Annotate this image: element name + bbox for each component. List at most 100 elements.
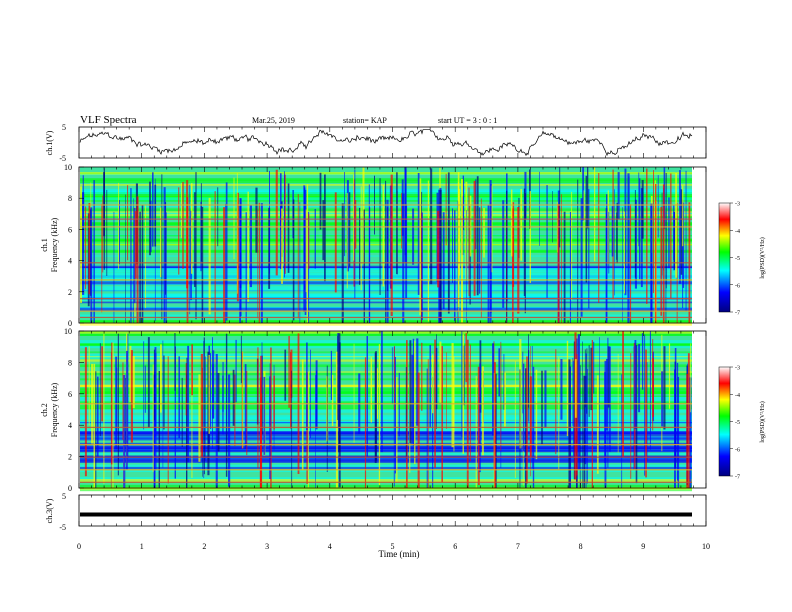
spec2-freq-band [80, 401, 692, 404]
spec2-freq-band [80, 459, 692, 461]
spec2-time-streak [493, 372, 495, 488]
ch3-ytick-bottom: -5 [59, 523, 66, 532]
spec2-time-streak [240, 335, 242, 384]
spec1-time-streak [125, 194, 126, 323]
spec2-time-streak [635, 345, 638, 484]
spec1-time-streak [133, 198, 135, 323]
ch1-ytick-top: 5 [62, 123, 66, 132]
y-tick-label: 10 [64, 327, 72, 336]
colorbar-tick-label: -6 [735, 283, 740, 289]
spec1-time-streak [475, 179, 477, 250]
spec1-time-streak [324, 174, 326, 282]
spec1-time-streak [113, 211, 115, 323]
spec1-time-streak [359, 207, 361, 285]
spec2-time-streak [167, 356, 169, 484]
spec2-persistent-line [80, 444, 692, 446]
spec1-time-streak [386, 199, 389, 323]
spec1-time-streak [512, 202, 515, 287]
spec2-time-streak [412, 338, 415, 446]
spec2-time-streak [381, 331, 383, 453]
spec1-time-streak [354, 169, 356, 299]
spec1-time-streak [80, 186, 82, 303]
spec2-persistent-line [80, 481, 692, 483]
spec2-freq-band [80, 437, 692, 439]
spec2-time-streak [607, 346, 610, 408]
x-tick-label: 0 [77, 542, 81, 551]
spec2-time-streak [101, 346, 103, 422]
spec1-time-streak [360, 186, 362, 291]
spec2-time-streak [577, 334, 580, 470]
spec2-time-streak [261, 342, 263, 394]
spec2-time-streak [495, 373, 497, 488]
spec1-time-streak [483, 208, 485, 258]
ch2-colorbar-label: log(PSD)(V²/Hz) [759, 401, 766, 442]
spec2-time-streak [215, 354, 218, 488]
spec2-time-streak [288, 335, 290, 408]
spec2-time-streak [370, 357, 372, 423]
spec2-time-streak [144, 365, 146, 413]
spec1-time-streak [476, 176, 479, 296]
spec1-time-streak [280, 205, 282, 270]
ch1-spec-ylabel-line1: ch.1 [40, 238, 49, 252]
spec2-time-streak [103, 333, 105, 484]
spec1-time-streak [236, 192, 239, 302]
spec2-time-streak [596, 375, 599, 474]
spec1-time-streak [181, 183, 182, 238]
spec2-time-streak [174, 333, 176, 391]
spec1-time-streak [154, 178, 156, 321]
spec2-time-streak [465, 333, 467, 383]
spec1-time-streak [292, 199, 295, 321]
spec1-time-streak [524, 193, 526, 314]
y-tick-label: 2 [68, 453, 72, 462]
spec1-time-streak [580, 198, 583, 317]
spec1-time-streak [510, 189, 513, 257]
spec2-freq-band [80, 400, 692, 402]
spec2-time-streak [572, 358, 574, 426]
spec1-time-streak [102, 195, 104, 273]
spec2-time-streak [579, 365, 581, 488]
spec1-time-streak [585, 175, 588, 283]
spec1-time-streak [427, 180, 429, 322]
spec1-persistent-line [80, 218, 692, 220]
spec1-time-streak [473, 180, 476, 296]
spec1-time-streak [136, 196, 139, 323]
spec1-time-streak [160, 207, 162, 278]
spec1-time-streak [257, 209, 258, 319]
spec2-time-streak [687, 353, 690, 488]
spec2-time-streak [331, 374, 334, 427]
spec1-time-streak [675, 173, 678, 278]
spec2-time-streak [88, 346, 90, 426]
spec2-time-streak [427, 359, 429, 488]
spec1-time-streak [624, 211, 625, 294]
spec2-time-streak [174, 346, 176, 479]
spec1-time-streak [281, 208, 283, 284]
y-tick-label: 10 [64, 163, 72, 172]
spec1-time-streak [668, 197, 670, 269]
spec2-time-streak [198, 374, 201, 462]
spec2-time-streak [160, 344, 162, 413]
spec2-time-streak [414, 340, 416, 464]
spec1-time-streak [354, 200, 357, 249]
spec2-time-streak [112, 342, 114, 488]
spec2-time-streak [590, 347, 593, 411]
spec1-time-streak [85, 206, 87, 290]
spec2-freq-band [80, 345, 692, 349]
ch1-colorbar-label: log(PSD)(V²/Hz) [759, 237, 766, 278]
x-tick-label: 2 [202, 542, 206, 551]
spec1-time-streak [186, 197, 189, 323]
spec2-time-streak [417, 372, 420, 488]
spec1-time-streak [217, 187, 219, 247]
spec2-time-streak [661, 371, 664, 427]
spec1-time-streak [662, 184, 665, 323]
spec2-freq-band [80, 395, 692, 398]
spec1-time-streak [412, 208, 415, 265]
spec2-time-streak [668, 343, 671, 409]
spec1-time-streak [617, 172, 620, 220]
spec2-time-streak [526, 356, 528, 484]
spec1-freq-band [80, 172, 692, 175]
spec2-time-streak [84, 347, 87, 477]
spec1-time-streak [520, 189, 523, 261]
spec2-time-streak [259, 377, 262, 488]
spec1-persistent-line [80, 316, 692, 318]
